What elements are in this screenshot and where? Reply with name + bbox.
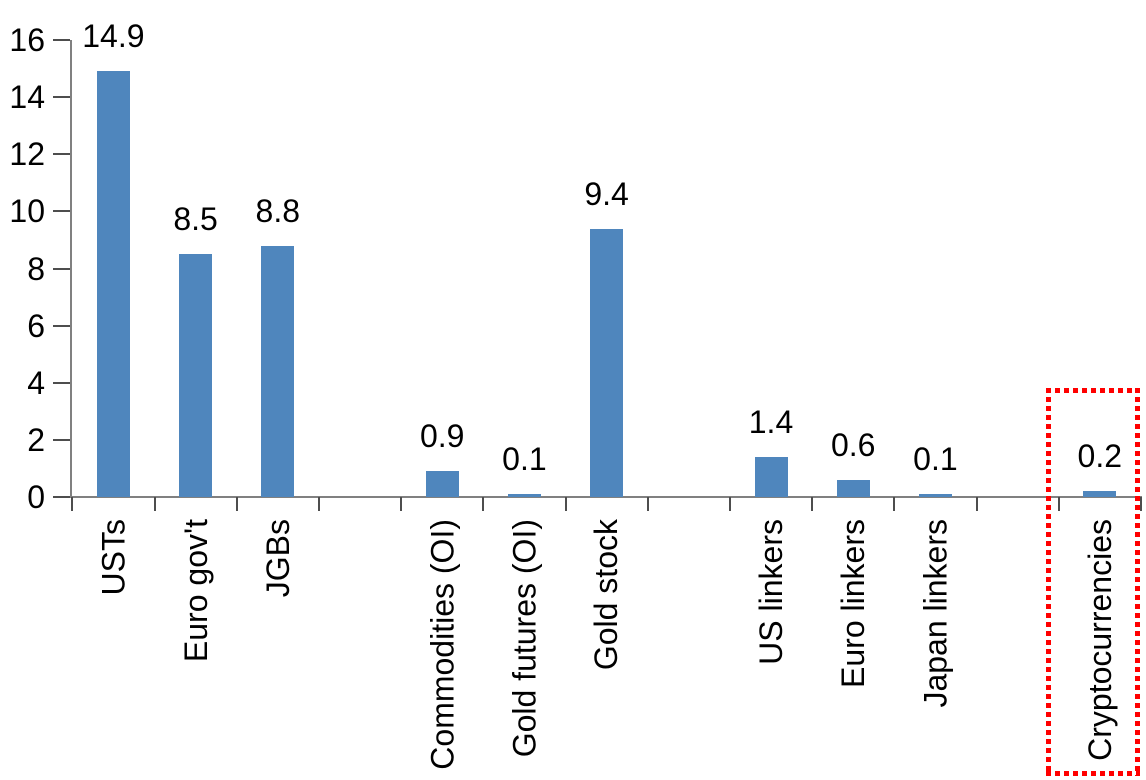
value-label-cryptocurrencies: 0.2 <box>1077 438 1123 475</box>
category-label-cryptocurrencies: Cryptocurrencies <box>1081 519 1118 761</box>
x-tick <box>728 497 731 511</box>
y-axis <box>70 40 72 498</box>
highlight-box-right <box>1134 388 1140 776</box>
x-tick <box>482 497 485 511</box>
y-tick <box>53 39 70 41</box>
value-label-japan-linkers: 0.1 <box>913 441 958 478</box>
x-tick <box>71 497 74 511</box>
bar-japan-linkers <box>918 494 952 497</box>
x-tick <box>317 497 320 511</box>
bar-euro-gov-t <box>179 254 213 497</box>
x-tick <box>1139 497 1142 511</box>
y-tick-label: 16 <box>9 22 45 58</box>
value-label-jgbs: 8.8 <box>255 192 301 229</box>
y-tick <box>53 153 70 156</box>
x-tick <box>893 497 896 511</box>
y-tick-label: 10 <box>9 193 45 230</box>
category-label-euro-gov-t: Euro gov't <box>177 519 214 663</box>
x-tick <box>975 497 978 511</box>
bar-commodities-oi <box>425 471 459 497</box>
x-tick <box>1057 497 1060 511</box>
bar-usts <box>96 71 130 497</box>
value-label-us-linkers: 1.4 <box>748 404 794 440</box>
bar-gold-futures-oi <box>507 494 541 497</box>
value-label-euro-linkers: 0.6 <box>830 426 876 463</box>
x-tick <box>235 497 238 511</box>
category-label-commodities-oi: Commodities (OI) <box>424 519 461 770</box>
bar-gold-stock <box>590 228 624 497</box>
y-tick <box>53 210 70 213</box>
category-label-gold-stock: Gold stock <box>588 519 625 671</box>
y-tick <box>53 96 70 99</box>
x-tick <box>646 497 649 511</box>
y-tick-label: 4 <box>27 364 45 401</box>
value-label-commodities-oi: 0.9 <box>419 418 465 455</box>
x-tick <box>400 497 403 511</box>
y-tick-label: 12 <box>9 136 45 173</box>
y-tick <box>53 496 70 498</box>
y-tick <box>53 381 70 384</box>
category-label-euro-linkers: Euro linkers <box>835 519 872 688</box>
value-label-gold-futures-oi: 0.1 <box>502 441 547 478</box>
bar-cryptocurrencies <box>1083 491 1117 497</box>
y-tick-label: 8 <box>27 250 45 287</box>
x-axis <box>70 496 1142 498</box>
x-tick <box>153 497 156 511</box>
y-tick-label: 2 <box>27 421 45 458</box>
x-tick <box>564 497 567 511</box>
y-tick <box>53 324 70 327</box>
highlight-box-bottom <box>1045 771 1140 776</box>
value-label-usts: 14.9 <box>82 18 145 55</box>
category-label-japan-linkers: Japan linkers <box>917 519 954 708</box>
x-tick <box>811 497 814 511</box>
y-tick-label: 0 <box>27 479 45 515</box>
category-label-gold-futures-oi: Gold futures (OI) <box>506 519 543 758</box>
y-tick-label: 6 <box>27 307 45 344</box>
category-label-us-linkers: US linkers <box>753 519 789 665</box>
category-label-jgbs: JGBs <box>259 519 296 598</box>
category-label-usts: USTs <box>95 519 132 596</box>
value-label-euro-gov-t: 8.5 <box>173 201 218 238</box>
y-tick-label: 14 <box>9 79 45 116</box>
y-tick <box>53 438 70 441</box>
bar-euro-linkers <box>836 479 870 497</box>
value-label-gold-stock: 9.4 <box>584 175 629 212</box>
bar-us-linkers <box>754 457 788 497</box>
highlight-box-top <box>1045 388 1140 393</box>
highlight-box-left <box>1045 388 1051 776</box>
bar-jgbs <box>261 245 295 497</box>
y-tick <box>53 267 70 270</box>
